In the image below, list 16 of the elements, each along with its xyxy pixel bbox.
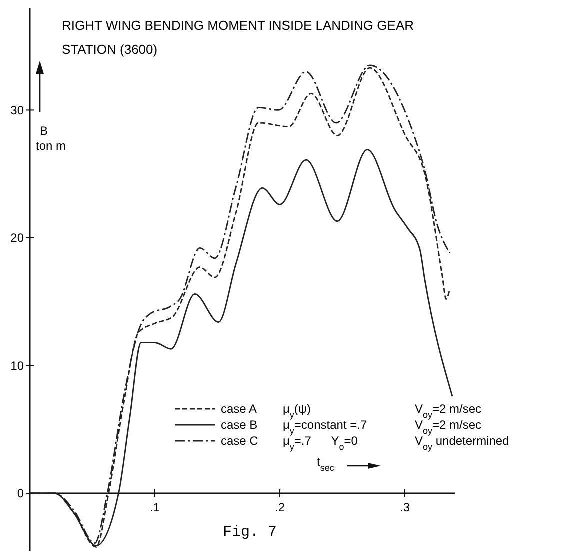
- annotation: Fig. 7: [222, 524, 278, 541]
- legend-label: case C: [221, 434, 259, 448]
- y-tick-label: 30: [10, 103, 24, 118]
- legend-label: case A: [221, 402, 258, 416]
- annotation: μ$_{y}$(ψ): [283, 402, 311, 420]
- x-axis-title: t$_{sec}$: [317, 455, 335, 473]
- y-tick-label: 20: [10, 231, 24, 246]
- x-tick-label: .1: [150, 500, 160, 515]
- y-tick-label: 10: [10, 358, 24, 373]
- x-tick-label: .2: [274, 500, 286, 515]
- text: RIGHT WING BENDING MOMENT INSIDE LANDING GEAR STATION (3600): [62, 18, 414, 57]
- legend-label: case B: [221, 418, 258, 432]
- x-tick-label: .3: [400, 500, 410, 515]
- y-tick-label: 0: [17, 486, 24, 501]
- annotation: V$_{oy}$=2 m/sec: [415, 402, 482, 420]
- y-axis-title: B ton m: [36, 124, 66, 153]
